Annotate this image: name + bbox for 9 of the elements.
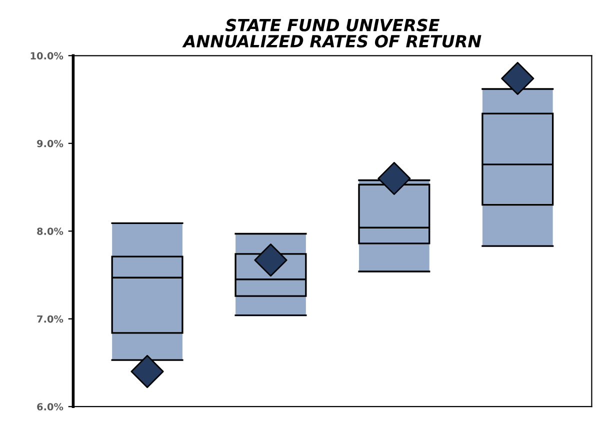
point xyxy=(378,162,411,196)
y-tick-label: 7.0% xyxy=(37,315,64,323)
y-tick-label: 6.0% xyxy=(37,403,64,410)
y-tick-label: 8.0% xyxy=(37,228,64,235)
y-tick-label: 9.0% xyxy=(37,140,64,148)
point xyxy=(501,62,534,95)
chart-title: STATE FUND UNIVERSE ANNUALIZED RATES OF RETURN xyxy=(182,18,482,48)
point xyxy=(130,354,164,388)
y-tick-label: 10.0% xyxy=(30,52,64,60)
